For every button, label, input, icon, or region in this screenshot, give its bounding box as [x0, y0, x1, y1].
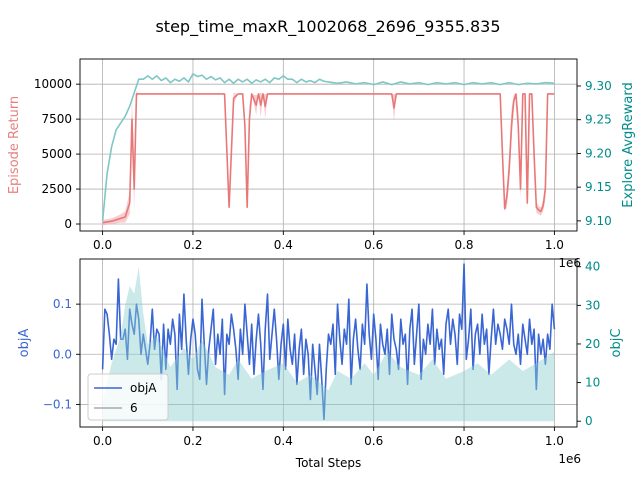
right-y-tick-label: 9.10 [585, 214, 612, 228]
x-exponent-label: 1e6 [558, 452, 581, 466]
left-y-tick-label: 0 [64, 217, 72, 231]
right-y-axis-label: objC [609, 329, 624, 358]
x-tick-label: 1.0 [545, 238, 564, 252]
x-tick-label: 0.0 [93, 434, 112, 448]
axes-frame [79, 258, 578, 428]
x-tick-label: 0.2 [183, 434, 202, 448]
right-y-tick-label: 10 [585, 376, 600, 390]
right-y-tick-label: 30 [585, 298, 600, 312]
right-y-tick-label: 9.30 [585, 79, 612, 93]
series-line-1 [101, 73, 555, 221]
series-line-objA [101, 263, 556, 421]
right-y-tick-label: 40 [585, 260, 600, 274]
plot-area [101, 73, 555, 226]
axes-frame [79, 58, 578, 232]
x-tick-label: 0.0 [93, 238, 112, 252]
left-y-tick-label: 7500 [41, 112, 72, 126]
grid-lines [80, 59, 577, 231]
right-y-tick-label: 9.15 [585, 180, 612, 194]
x-tick-label: 0.6 [364, 434, 383, 448]
x-axis-label: Total Steps [295, 456, 361, 470]
x-tick-label: 0.4 [274, 434, 293, 448]
bottom-panel: 0.0 0.2 0.4 0.6 0.8 1.0 1e6 Total Steps −0.1 0.0 0… [17, 258, 624, 470]
left-y-axis-label: Episode Return [7, 96, 22, 194]
right-y-tick-label: 9.20 [585, 146, 612, 160]
x-exponent-label: 1e6 [558, 256, 581, 270]
series-band-0 [102, 91, 555, 226]
series-line-0 [102, 93, 555, 224]
x-tick-label: 0.4 [274, 238, 293, 252]
left-y-tick-label: 0.0 [53, 347, 72, 361]
right-y-tick-label: 0 [585, 414, 593, 428]
x-tick-label: 0.6 [364, 238, 383, 252]
figure-title: step_time_maxR_1002068_2696_9355.835 [155, 17, 500, 37]
left-y-tick-label: 2500 [41, 182, 72, 196]
series-area-6 [102, 266, 555, 422]
left-y-axis-label: objA [17, 329, 32, 358]
left-y-tick-label: −0.1 [43, 397, 72, 411]
right-y-tick-label: 20 [585, 337, 600, 351]
top-panel: 0.0 0.2 0.4 0.6 0.8 1.0 1e6 0 2500 5000 7500 10000 E… [7, 58, 636, 270]
x-tick-label: 1.0 [545, 434, 564, 448]
left-y-tick-label: 10000 [34, 77, 72, 91]
x-tick-label: 0.8 [454, 434, 473, 448]
right-y-axis-label: Explore AvgReward [621, 82, 636, 207]
legend-label: objA [130, 381, 157, 395]
left-y-tick-label: 5000 [41, 147, 72, 161]
x-tick-label: 0.2 [183, 238, 202, 252]
x-tick-label: 0.8 [454, 238, 473, 252]
grid-lines [80, 259, 577, 427]
left-y-tick-label: 0.1 [53, 297, 72, 311]
legend: objA 6 [87, 373, 169, 421]
plot-area [101, 263, 556, 422]
legend-label: 6 [130, 401, 138, 415]
right-y-tick-label: 9.25 [585, 113, 612, 127]
